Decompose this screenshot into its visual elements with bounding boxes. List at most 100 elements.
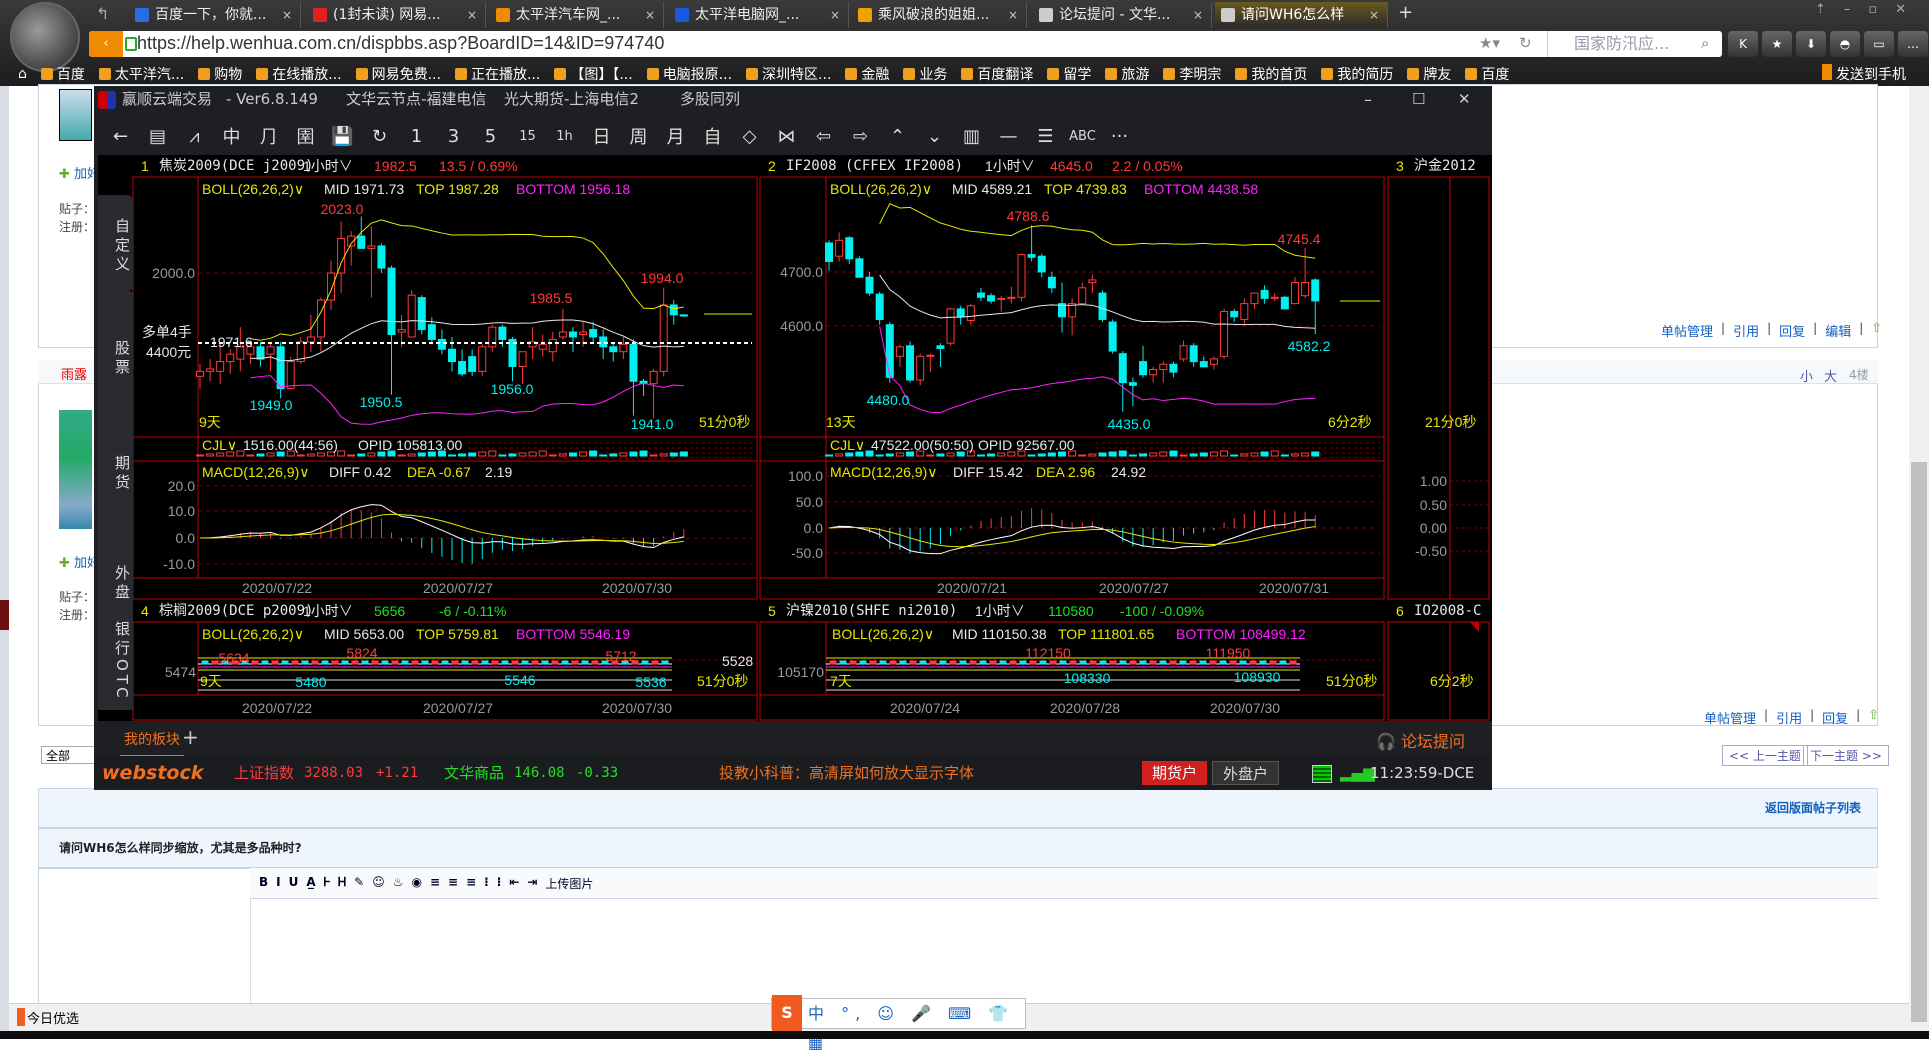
post-action-link[interactable]: 引用	[1776, 712, 1803, 727]
cjl-indicator-select[interactable]: CJL∨	[830, 437, 866, 453]
toolbar-button[interactable]: 15	[519, 128, 536, 144]
toolbar-button[interactable]: ⩘	[189, 125, 200, 147]
editor-tool-icon[interactable]: ☺	[372, 875, 385, 889]
maximize-button[interactable]: ☐	[1412, 90, 1426, 108]
window-controls[interactable]: ⇡–▫✕	[1815, 2, 1925, 17]
browser-tab[interactable]: 论坛提问 - 文华... ×	[1033, 2, 1212, 28]
add-friend-link-2[interactable]: ✚ 加好	[59, 556, 101, 571]
editor-tool-icon[interactable]: ≡	[466, 875, 477, 889]
bookmark-item[interactable]: 正在播放...	[454, 64, 540, 84]
bookmark-item[interactable]: 购物	[198, 64, 242, 84]
bookmark-item[interactable]: 深圳特区...	[746, 64, 831, 84]
bookmark-item[interactable]: 百度	[40, 64, 85, 84]
refresh-icon[interactable]: ↻	[1519, 34, 1532, 52]
editor-tool-icon[interactable]: ⁝	[496, 875, 502, 889]
editor-tool-icon[interactable]: ⇤	[509, 875, 520, 889]
foreign-account-button[interactable]: 外盘户	[1212, 761, 1280, 785]
post-action-link[interactable]: 回复	[1779, 325, 1806, 340]
toolbar-button[interactable]: 5	[484, 125, 497, 147]
top-arrow-icon[interactable]: ⇧	[1871, 321, 1883, 336]
index1-name[interactable]: 上证指数	[234, 764, 295, 782]
toolbar-button[interactable]: ▤	[148, 125, 166, 147]
bookmark-item[interactable]: 在线播放...	[256, 64, 342, 84]
boll-indicator-select[interactable]: BOLL(26,26,2)∨	[832, 626, 935, 642]
bookmark-item[interactable]: 业务	[903, 64, 947, 84]
toolbar-button[interactable]: 周	[629, 127, 648, 148]
toolbar-button[interactable]: ⌃	[889, 125, 906, 147]
post-action-link[interactable]: 编辑	[1825, 325, 1852, 340]
back-history-icon[interactable]: ↰	[96, 4, 110, 23]
forum-ask-button[interactable]: 🎧 论坛提问	[1376, 728, 1465, 752]
toolbar-button[interactable]: ···	[1110, 125, 1129, 147]
toolbar-button[interactable]: ↻	[371, 125, 388, 147]
toolbar-button[interactable]: 月	[666, 127, 685, 148]
bookmark-item[interactable]: 百度翻译	[961, 64, 1033, 84]
toolbar-button[interactable]: ⋈	[777, 125, 796, 147]
today-pick[interactable]: 今日优选	[17, 1008, 79, 1027]
upload-image-button[interactable]: 上传图片	[545, 875, 593, 892]
tab-close-icon[interactable]: ×	[1007, 8, 1018, 22]
toolbar-button[interactable]: ⌄	[926, 125, 943, 147]
home-icon[interactable]: ⌂	[18, 66, 27, 82]
toolbar-button[interactable]: ☰	[1037, 125, 1054, 147]
toolbar-button[interactable]: ◇	[742, 125, 757, 147]
boll-indicator-select[interactable]: BOLL(26,26,2)∨	[830, 181, 933, 197]
back-to-list-link[interactable]: 返回版面帖子列表	[1765, 801, 1862, 815]
period-select[interactable]: 1小时∨	[975, 603, 1025, 619]
minimize-button[interactable]: –	[1364, 90, 1372, 109]
add-friend-link[interactable]: ✚ 加好	[59, 167, 101, 182]
toolbar-button[interactable]: ⇨	[852, 125, 869, 147]
scrollbar-thumb[interactable]	[1911, 462, 1927, 1022]
bookmark-item[interactable]: 我的简历	[1321, 64, 1393, 84]
tab-close-icon[interactable]: ×	[644, 8, 655, 22]
editor-tool-icon[interactable]: A̲	[306, 875, 316, 889]
editor-tool-icon[interactable]: ✎	[354, 875, 365, 889]
browser-tab[interactable]: (1封未读) 网易... ×	[307, 2, 486, 28]
username[interactable]: 雨露	[61, 368, 88, 383]
bookmark-item[interactable]: 旅游	[1105, 64, 1149, 84]
editor-tool-icon[interactable]: ◉	[411, 875, 422, 889]
browser-tab[interactable]: 太平洋汽车网_... ×	[490, 2, 664, 28]
address-bar[interactable]: ‹ https://help.wenhua.com.cn/dispbbs.asp…	[89, 31, 1722, 57]
toolbar-button[interactable]: —	[999, 125, 1018, 147]
bookmark-item[interactable]: 太平洋汽...	[98, 64, 184, 84]
side-tab[interactable]: 股票	[98, 290, 133, 420]
panel-symbol[interactable]: IO2008-C	[1414, 603, 1482, 619]
post-action-link[interactable]: 单帖管理	[1661, 325, 1714, 340]
k-button[interactable]: K	[1728, 31, 1758, 57]
index2-name[interactable]: 文华商品	[444, 764, 505, 782]
panel-symbol[interactable]: IF2008 (CFFEX IF2008)	[786, 158, 964, 174]
prev-topic-button[interactable]: << 上一主题	[1722, 745, 1808, 766]
editor-tool-icon[interactable]: Ꮀ	[323, 875, 331, 889]
bookmark-item[interactable]: 我的首页	[1235, 64, 1307, 84]
game-icon[interactable]: ◓	[1830, 31, 1860, 57]
toolbar-button[interactable]: ▥	[962, 125, 980, 147]
boll-indicator-select[interactable]: BOLL(26,26,2)∨	[202, 181, 305, 197]
toolbar-button[interactable]: ←	[112, 125, 129, 147]
panel-symbol[interactable]: 棕榈2009(DCE p2009)	[159, 603, 314, 619]
bookmark-item[interactable]: 电脑报原...	[646, 64, 732, 84]
macd-indicator-select[interactable]: MACD(12,26,9)∨	[830, 464, 938, 480]
editor-tool-icon[interactable]: I	[276, 875, 281, 889]
toolbar-button[interactable]: 中	[222, 127, 241, 148]
tab-close-icon[interactable]: ×	[1192, 8, 1203, 22]
next-topic-button[interactable]: 下一主题 >>	[1803, 745, 1889, 766]
toolbar-button[interactable]: 1h	[556, 128, 573, 144]
search-icon[interactable]: ⌕	[1701, 34, 1710, 52]
browser-tab[interactable]: 太平洋电脑网_... ×	[669, 2, 849, 28]
bookmark-item[interactable]: 李明宗	[1163, 64, 1221, 84]
tab-close-icon[interactable]: ×	[281, 8, 292, 22]
panel-symbol[interactable]: 沪镍2010(SHFE ni2010)	[786, 603, 958, 619]
side-tab[interactable]: 期货	[98, 405, 133, 535]
search-input[interactable]: 国家防汛应...	[1547, 31, 1722, 57]
toolbar-button[interactable]: ⇦	[815, 125, 832, 147]
add-block-button[interactable]: +	[182, 725, 199, 749]
macd-indicator-select[interactable]: MACD(12,26,9)∨	[202, 464, 310, 480]
tv-icon[interactable]: ▭	[1864, 31, 1894, 57]
send-to-phone-button[interactable]: 发送到手机	[1822, 64, 1906, 84]
font-large-link[interactable]: 大	[1824, 370, 1838, 385]
panel-symbol[interactable]: 焦炭2009(DCE j2009)	[159, 158, 314, 174]
side-tab[interactable]: 银行OTC	[98, 605, 133, 710]
post-action-link[interactable]: 引用	[1733, 325, 1760, 340]
side-tab[interactable]: 自定义	[98, 195, 133, 290]
